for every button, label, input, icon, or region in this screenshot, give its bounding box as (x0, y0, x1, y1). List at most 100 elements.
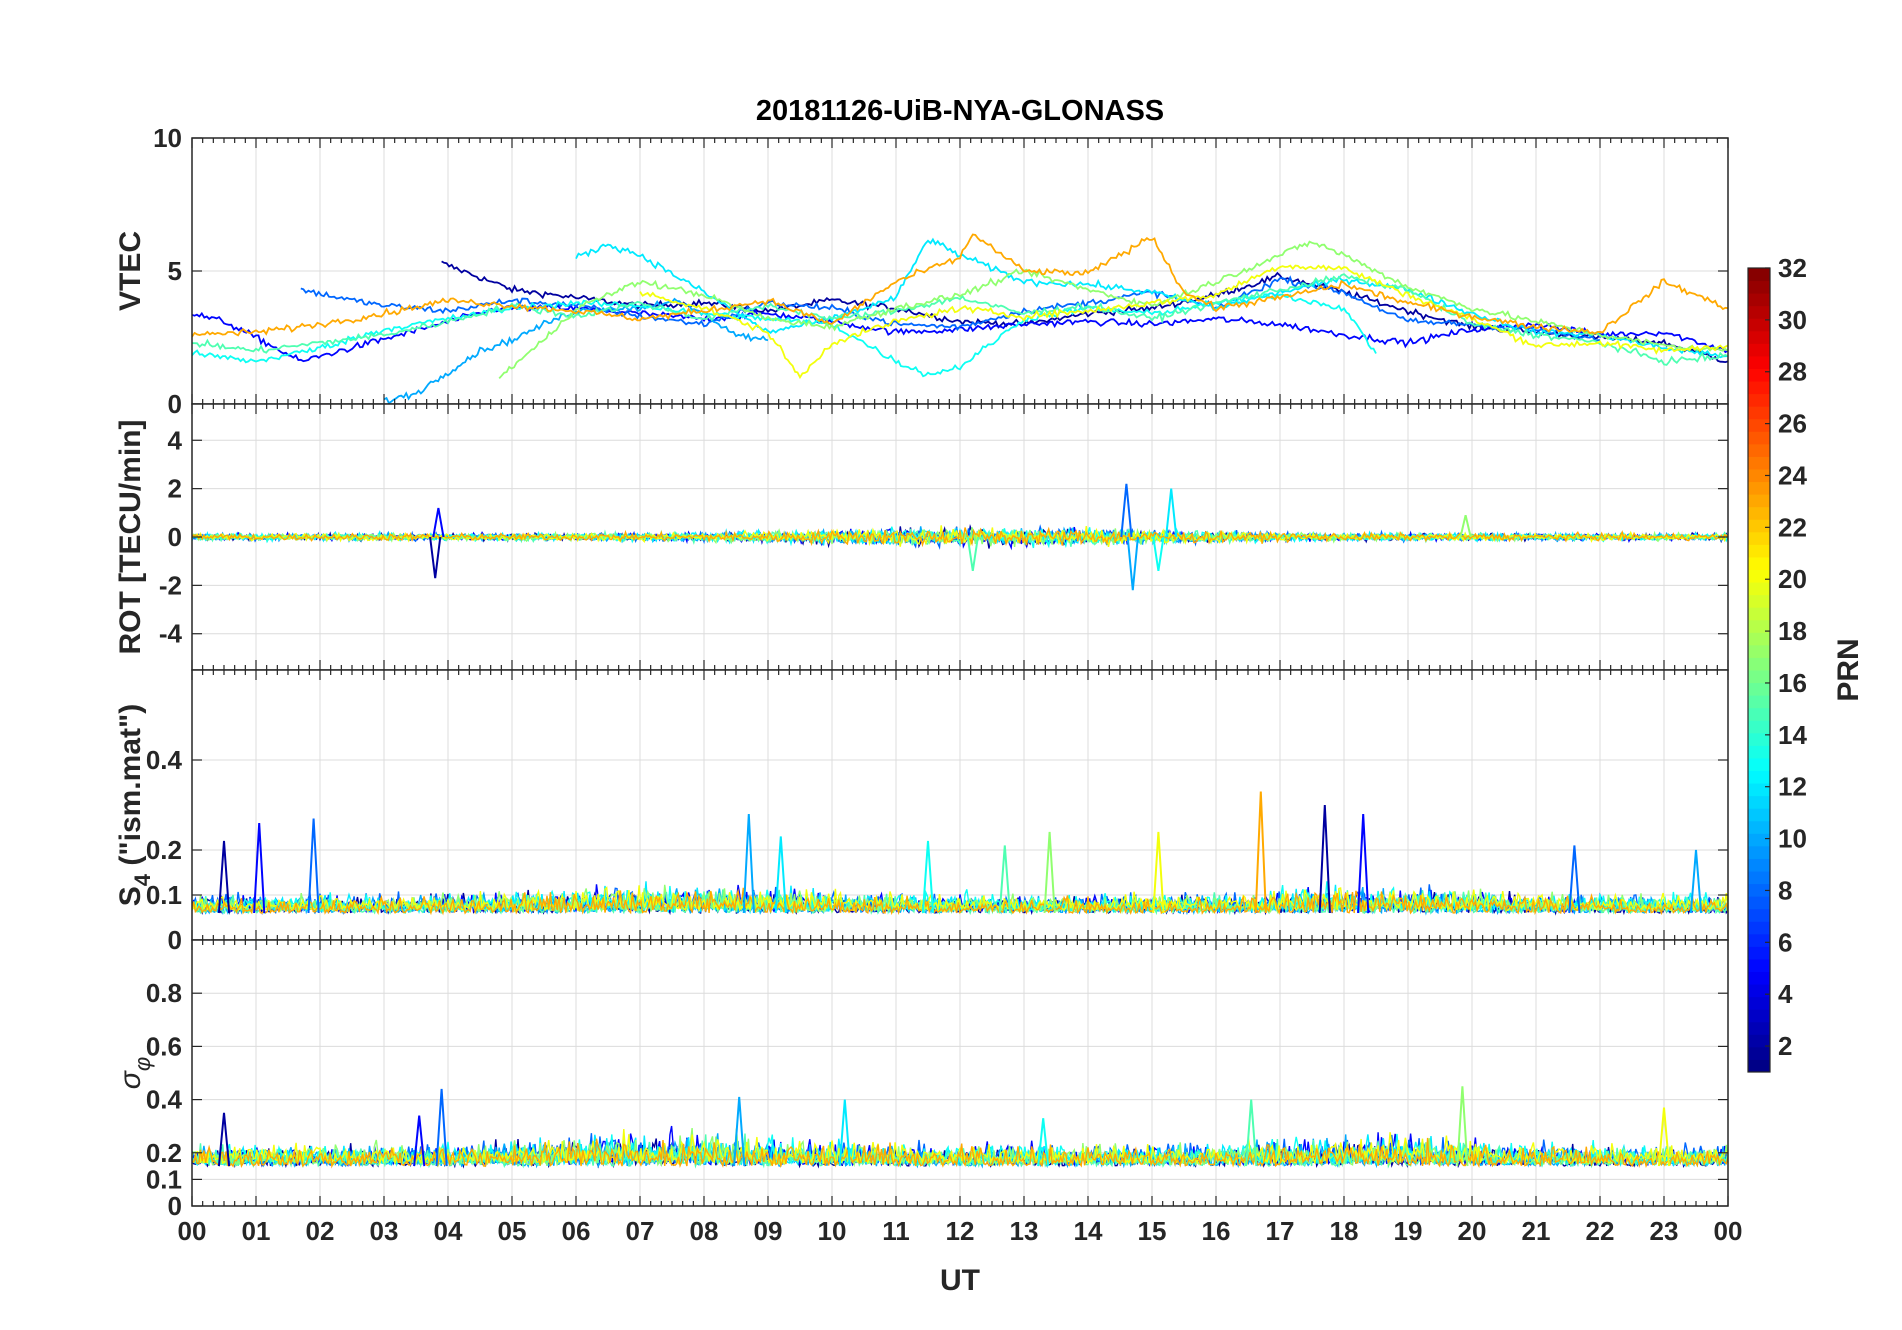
colorbar-segment (1748, 469, 1770, 483)
colorbar-segment (1748, 1059, 1770, 1073)
spike-mark (1043, 831, 1056, 914)
colorbar-tick-label: 22 (1778, 512, 1807, 542)
panel-sigma-phi: 00.10.2 0.4 0.6 0.8 σφ 00 01 02 03 04 05 06 07 08 09 10… (114, 939, 1743, 1246)
spike-mark (1165, 488, 1178, 538)
series-group (192, 1086, 1728, 1169)
y-axis-label-s4: S4 ("ism.mat") (114, 704, 155, 906)
spike-mark (733, 1096, 746, 1167)
spike-mark (1152, 536, 1165, 572)
colorbar-segment (1748, 644, 1770, 658)
y-tick-label: 10 (153, 123, 182, 153)
colorbar-segment (1748, 682, 1770, 696)
x-tick-label: 00 (1714, 1216, 1743, 1246)
colorbar-segment (1748, 506, 1770, 520)
spike-mark (413, 1115, 426, 1167)
colorbar-segment (1748, 820, 1770, 834)
colorbar-segment (1748, 544, 1770, 558)
spike-mark (1126, 536, 1139, 591)
colorbar-segment (1748, 745, 1770, 759)
colorbar-segment (1748, 293, 1770, 307)
colorbar-segment (1748, 1009, 1770, 1023)
colorbar-segment (1748, 783, 1770, 797)
colorbar-segment (1748, 946, 1770, 960)
colorbar-segment (1748, 670, 1770, 684)
x-tick-label: 19 (1394, 1216, 1423, 1246)
x-tick-label: 18 (1330, 1216, 1359, 1246)
spike-mark (1120, 483, 1133, 538)
y-tick-label: 0.6 (146, 1031, 182, 1061)
panel-s4: 00.10.20.4S4 ("ism.mat") (114, 669, 1729, 955)
colorbar-tick-label: 12 (1778, 772, 1807, 802)
colorbar-segment (1748, 569, 1770, 583)
colorbar-segment (1748, 318, 1770, 332)
series-group (192, 483, 1728, 591)
colorbar-segment (1748, 996, 1770, 1010)
x-tick-label: 04 (434, 1216, 463, 1246)
colorbar-tick-label: 30 (1778, 305, 1807, 335)
y-axis-label-rot: ROT [TECU/min] (114, 420, 147, 655)
series-prn-20 (192, 1129, 1728, 1166)
colorbar-segment (1748, 958, 1770, 972)
x-tick-label: 00 (178, 1216, 207, 1246)
colorbar-segment (1748, 933, 1770, 947)
x-tick-label: 17 (1266, 1216, 1295, 1246)
y-tick-label: 4 (168, 425, 183, 455)
colorbar-segment (1748, 619, 1770, 633)
colorbar-segment (1748, 908, 1770, 922)
spike-mark (1357, 813, 1370, 914)
y-tick-label: 0.2 (146, 1138, 182, 1168)
colorbar-segment (1748, 757, 1770, 771)
colorbar-tick-label: 8 (1778, 875, 1792, 905)
y-label-main: σ (114, 1069, 147, 1089)
series-group (192, 233, 1728, 404)
y-tick-label: 0 (168, 389, 182, 419)
x-tick-label: 21 (1522, 1216, 1551, 1246)
colorbar-segment (1748, 594, 1770, 608)
spike-mark (217, 1112, 231, 1167)
y-axis-label-vtec: VTEC (114, 231, 147, 311)
spike-mark (998, 845, 1011, 914)
colorbar-segment (1748, 355, 1770, 369)
x-tick-label: 02 (306, 1216, 335, 1246)
y-axis-label-sigma-phi: σφ (114, 1057, 155, 1089)
series-group (192, 791, 1728, 916)
x-tick-label: 09 (754, 1216, 783, 1246)
colorbar-segment (1748, 883, 1770, 897)
series-prn-15 (192, 273, 1728, 366)
panel-rot: -4 -2 0 2 4 ROT [TECU/min] (114, 403, 1729, 671)
colorbar-segment (1748, 720, 1770, 734)
colorbar-segment (1748, 921, 1770, 935)
x-axis-label: UT (940, 1264, 980, 1297)
x-ticks (191, 404, 1729, 670)
spike-mark (1689, 849, 1703, 914)
x-tick-label: 15 (1138, 1216, 1167, 1246)
colorbar-segment (1748, 871, 1770, 885)
colorbar-segment (1748, 1046, 1770, 1060)
colorbar-segment (1748, 443, 1770, 457)
colorbar-segment (1748, 732, 1770, 746)
series-prn-23 (192, 526, 1728, 548)
colorbar-segment (1748, 368, 1770, 382)
y-tick-label: 5 (168, 256, 182, 286)
colorbar-segment (1748, 971, 1770, 985)
colorbar-segment (1748, 481, 1770, 495)
x-tick-label: 07 (626, 1216, 655, 1246)
colorbar-segment (1748, 984, 1770, 998)
x-tick-label: 05 (498, 1216, 527, 1246)
colorbar-segment (1748, 456, 1770, 470)
colorbar-segment (1748, 795, 1770, 809)
colorbar-tick-label: 4 (1778, 979, 1793, 1009)
series-prn-20 (639, 264, 1728, 380)
y-label-rest: ("ism.mat") (114, 704, 147, 874)
colorbar-segment (1748, 305, 1770, 319)
colorbar-segment (1748, 280, 1770, 294)
colorbar-tick-label: 6 (1778, 927, 1792, 957)
spike-mark (1657, 1107, 1671, 1167)
colorbar-segment (1748, 381, 1770, 395)
colorbar-segment (1748, 519, 1770, 533)
spike-mark (1318, 804, 1331, 914)
y-tick-label: 2 (168, 474, 182, 504)
spike-mark (1245, 1099, 1258, 1167)
y-tick-label: 0 (168, 1191, 182, 1221)
